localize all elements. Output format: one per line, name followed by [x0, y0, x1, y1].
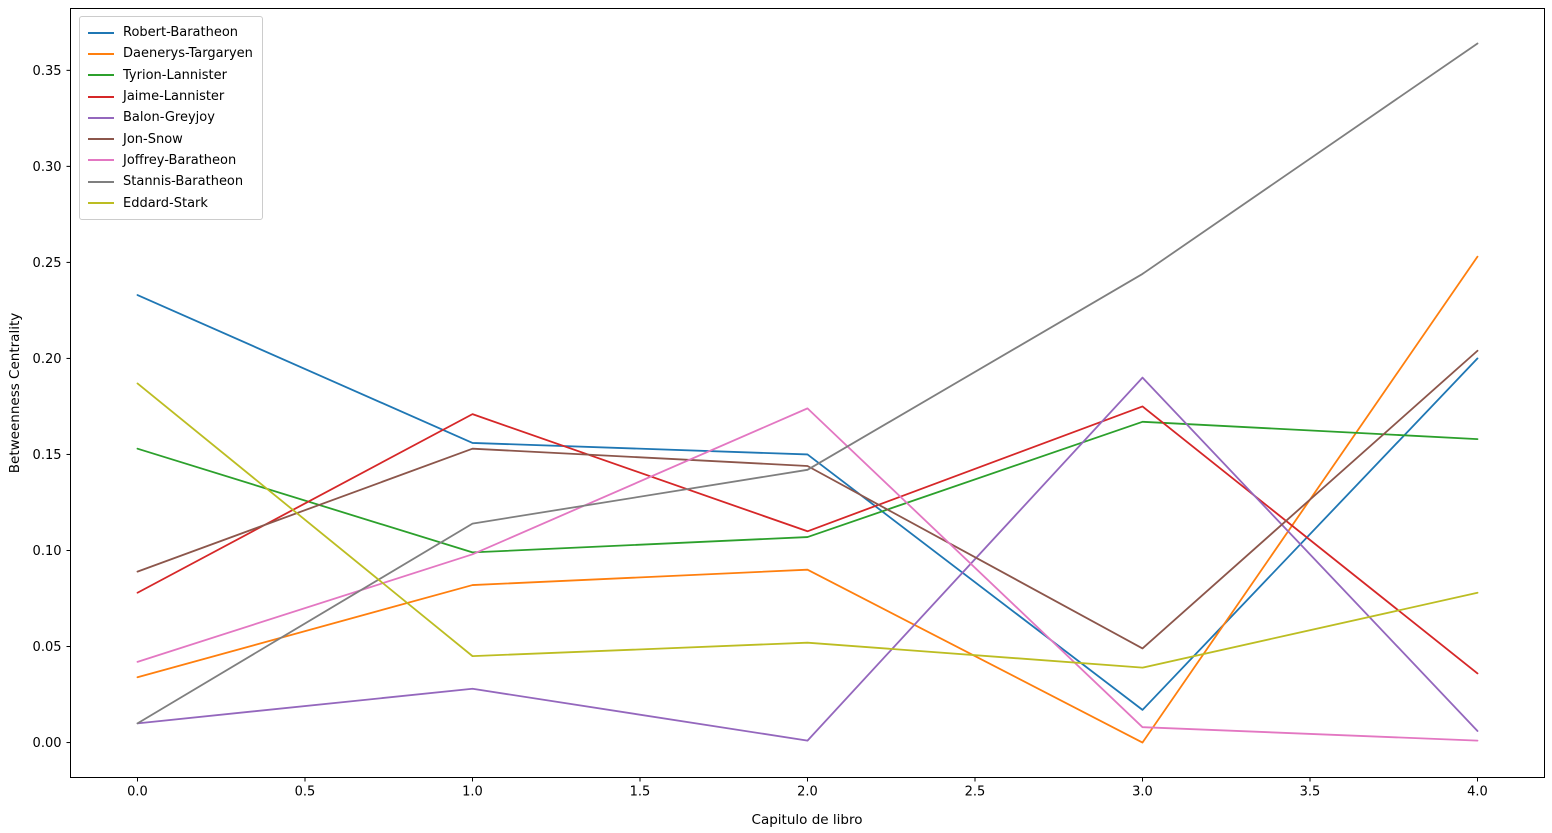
x-tick-label: 2.0	[797, 785, 818, 800]
y-tick-label: 0.15	[33, 448, 62, 463]
legend-line-swatch	[88, 138, 114, 141]
y-tick-label: 0.30	[33, 160, 62, 175]
y-tick-label: 0.35	[33, 64, 62, 79]
series-line-stannis-baratheon	[136, 42, 1479, 725]
legend-line-swatch	[88, 52, 114, 55]
series-line-eddard-stark	[136, 382, 1479, 669]
series-line-tyrion-lannister	[136, 420, 1479, 554]
legend-line-swatch	[88, 95, 114, 98]
series-line-jon-snow	[136, 349, 1479, 650]
x-tick-label: 1.5	[630, 785, 651, 800]
legend-line-swatch	[88, 31, 114, 34]
legend-entry-jon-snow: Jon-Snow	[88, 128, 253, 149]
legend-entry-jaime-lannister: Jaime-Lannister	[88, 86, 253, 107]
plot-area-frame	[70, 8, 1545, 778]
legend-label: Tyrion-Lannister	[123, 67, 227, 83]
legend-entry-stannis-baratheon: Stannis-Baratheon	[88, 171, 253, 192]
x-tick-label: 0.0	[127, 785, 148, 800]
x-tick-label: 2.5	[965, 785, 986, 800]
series-line-robert-baratheon	[136, 294, 1479, 711]
legend-line-swatch	[88, 116, 114, 119]
x-tick-label: 3.5	[1300, 785, 1321, 800]
series-line-balon-greyjoy	[136, 376, 1479, 742]
legend-label: Robert-Baratheon	[123, 25, 239, 41]
y-axis-label: Betweenness Centrality	[7, 313, 23, 473]
legend-label: Joffrey-Baratheon	[123, 152, 237, 168]
legend-entry-robert-baratheon: Robert-Baratheon	[88, 22, 253, 43]
y-tick-label: 0.20	[33, 352, 62, 367]
legend-label: Daenerys-Targaryen	[123, 46, 253, 62]
series-line-daenerys-targaryen	[136, 255, 1479, 744]
x-tick-label: 1.0	[462, 785, 483, 800]
y-tick-label: 0.05	[33, 640, 62, 655]
legend-entry-eddard-stark: Eddard-Stark	[88, 192, 253, 213]
series-line-joffrey-baratheon	[136, 407, 1479, 742]
legend-line-swatch	[88, 74, 114, 77]
y-tick-label: 0.00	[33, 736, 62, 751]
legend-label: Jon-Snow	[123, 131, 183, 147]
legend-label: Jaime-Lannister	[123, 89, 225, 105]
legend-entry-balon-greyjoy: Balon-Greyjoy	[88, 107, 253, 128]
legend-label: Stannis-Baratheon	[123, 174, 244, 190]
legend-label: Eddard-Stark	[123, 195, 208, 211]
y-tick-label: 0.25	[33, 256, 62, 271]
legend-line-swatch	[88, 180, 114, 183]
legend-entry-tyrion-lannister: Tyrion-Lannister	[88, 65, 253, 86]
data-series	[136, 42, 1479, 744]
x-tick-label: 3.0	[1132, 785, 1153, 800]
y-tick-label: 0.10	[33, 544, 62, 559]
x-tick-label: 0.5	[295, 785, 316, 800]
legend-line-swatch	[88, 202, 114, 205]
legend-line-swatch	[88, 159, 114, 162]
axis-ticks: 0.0 0.5 1.0 1.5 2.0 2.5 3.0 3.5 4.0 0.00 0.05 0.10 0…	[33, 64, 1488, 800]
x-tick-label: 4.0	[1467, 785, 1488, 800]
legend-entry-joffrey-baratheon: Joffrey-Baratheon	[88, 150, 253, 171]
legend: Robert-Baratheon Daenerys-Targaryen Tyrion…	[79, 16, 263, 220]
legend-label: Balon-Greyjoy	[123, 110, 215, 126]
series-line-jaime-lannister	[136, 405, 1479, 675]
legend-entry-daenerys-targaryen: Daenerys-Targaryen	[88, 43, 253, 64]
x-axis-label: Capitulo de libro	[752, 812, 863, 828]
